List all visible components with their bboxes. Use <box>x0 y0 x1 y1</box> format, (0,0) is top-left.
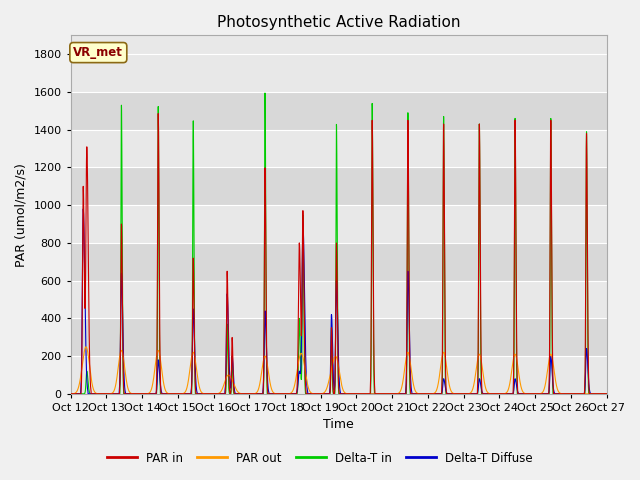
X-axis label: Time: Time <box>323 419 354 432</box>
Text: VR_met: VR_met <box>74 46 124 59</box>
Legend: PAR in, PAR out, Delta-T in, Delta-T Diffuse: PAR in, PAR out, Delta-T in, Delta-T Dif… <box>102 447 538 469</box>
Bar <box>70 318 607 356</box>
Bar <box>70 356 607 394</box>
Bar <box>70 243 607 281</box>
Y-axis label: PAR (umol/m2/s): PAR (umol/m2/s) <box>15 163 28 266</box>
Title: Photosynthetic Active Radiation: Photosynthetic Active Radiation <box>217 15 460 30</box>
Bar <box>70 205 607 243</box>
Bar <box>70 92 607 130</box>
Bar <box>70 54 607 92</box>
Bar <box>70 168 607 205</box>
Bar <box>70 281 607 318</box>
Bar <box>70 130 607 168</box>
